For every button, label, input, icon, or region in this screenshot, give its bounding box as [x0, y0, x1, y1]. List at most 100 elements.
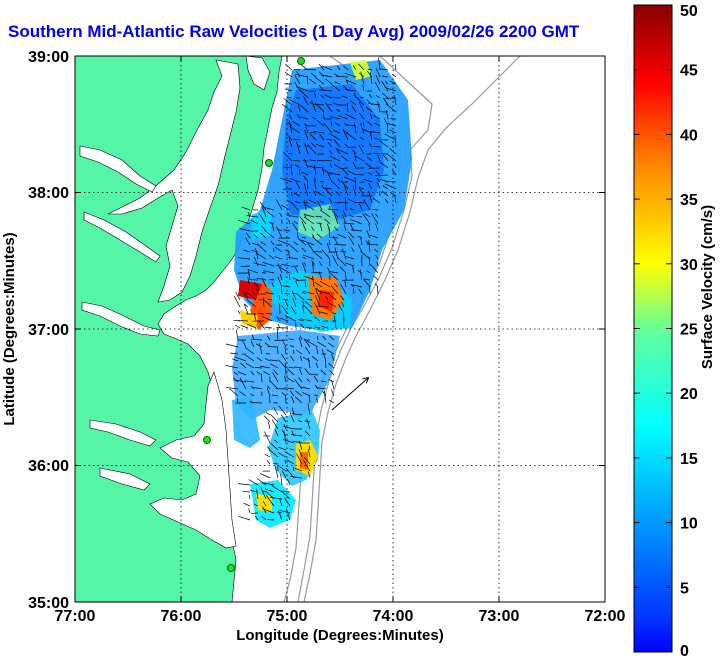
velocity-arrow [293, 192, 301, 197]
velocity-arrow [360, 96, 365, 99]
velocity-arrow [316, 305, 329, 308]
velocity-arrow [245, 237, 251, 246]
velocity-arrow [284, 346, 287, 355]
velocity-arrow [321, 74, 333, 78]
velocity-arrow [284, 71, 293, 78]
velocity-arrow [290, 355, 295, 362]
velocity-arrow [294, 179, 301, 190]
velocity-arrow [300, 318, 313, 322]
velocity-arrow [301, 171, 309, 176]
velocity-arrow [294, 81, 301, 92]
velocity-arrow [258, 343, 263, 355]
velocity-arrow [346, 132, 357, 141]
velocity-arrow [321, 167, 325, 176]
grid-lines [75, 56, 605, 602]
velocity-arrow [239, 228, 251, 232]
velocity-arrow [329, 399, 335, 404]
velocity-arrow [372, 209, 379, 211]
velocity-arrow [267, 335, 271, 341]
velocity-arrow [255, 515, 259, 521]
velocity-arrow [366, 156, 373, 162]
velocity-arrow [259, 473, 271, 479]
velocity-arrow [317, 159, 325, 162]
velocity-arrow [342, 210, 347, 218]
velocity-arrow [247, 276, 251, 288]
velocity-arrow [384, 183, 397, 190]
longitude-ticks: 77:00 76:00 75:00 74:00 73:00 72:00 [55, 608, 626, 625]
velocity-arrow [323, 122, 333, 134]
velocity-arrow [320, 369, 327, 376]
velocity-arrow [375, 67, 381, 78]
velocity-arrow [306, 340, 319, 348]
velocity-arrow [354, 123, 357, 134]
velocity-arrow [296, 453, 303, 465]
velocity-arrow [251, 334, 255, 341]
velocity-arrow [277, 452, 287, 458]
velocity-arrow [267, 446, 271, 451]
lon-tick-label: 73:00 [479, 608, 520, 625]
velocity-arrow [393, 163, 397, 169]
velocity-arrow [264, 431, 271, 444]
velocity-arrow [303, 216, 315, 225]
velocity-arrow [358, 186, 365, 190]
velocity-arrow [303, 158, 309, 169]
velocity-arrow [392, 169, 397, 176]
velocity-arrow [233, 371, 239, 376]
velocity-arrow [314, 190, 325, 197]
velocity-arrow [312, 236, 323, 246]
velocity-arrow [334, 164, 341, 169]
velocity-arrow [270, 414, 279, 423]
velocity-arrow [305, 346, 311, 355]
velocity-arrow [322, 110, 325, 120]
velocity-arrow [309, 159, 317, 162]
velocity-arrow [323, 390, 327, 404]
river-inlet [99, 467, 151, 491]
velocity-arrow [290, 306, 297, 315]
velocity-arrow [328, 208, 339, 211]
velocity-arrow [283, 426, 295, 430]
velocity-arrow [274, 246, 283, 253]
velocity-arrow [357, 244, 363, 253]
velocity-arrow [343, 65, 349, 71]
velocity-arrow [240, 362, 247, 369]
velocity-arrow [301, 237, 307, 239]
velocity-arrow [328, 271, 339, 274]
velocity-arrow [239, 377, 247, 390]
velocity-arrow [289, 448, 295, 451]
velocity-arrow [314, 102, 325, 113]
velocity-arrow [292, 160, 301, 162]
velocity-arrow [292, 298, 297, 308]
velocity-arrow [333, 213, 339, 225]
velocity-arrow [385, 110, 389, 120]
velocity-arrow [317, 290, 331, 295]
velocity-arrow [386, 153, 397, 162]
velocity-arrow [369, 72, 373, 85]
velocity-arrow [266, 211, 275, 218]
velocity-arrow [325, 296, 329, 301]
velocity-arrow [298, 168, 301, 176]
velocity-arrow [284, 293, 291, 295]
velocity-arrow [271, 282, 275, 288]
velocity-arrow [355, 173, 365, 176]
velocity-arrow [280, 414, 287, 423]
velocity-arrow [307, 403, 311, 416]
tick-marks [75, 56, 605, 602]
velocity-arrow [318, 311, 329, 315]
velocity-arrow [249, 494, 251, 500]
reference-arrow [331, 378, 368, 411]
velocity-arrow [267, 519, 275, 521]
velocity-arrow [324, 94, 333, 99]
velocity-arrow [298, 449, 303, 458]
velocity-arrow [318, 63, 325, 71]
velocity-arrow [366, 243, 379, 246]
velocity-arrow [294, 366, 303, 369]
velocity-arrow [311, 271, 323, 274]
velocity-arrow [373, 152, 381, 155]
velocity-arrow [328, 335, 335, 341]
velocity-arrow [304, 214, 315, 218]
velocity-arrow [296, 114, 301, 120]
velocity-arrow [284, 387, 295, 390]
velocity-arrow [368, 142, 373, 148]
